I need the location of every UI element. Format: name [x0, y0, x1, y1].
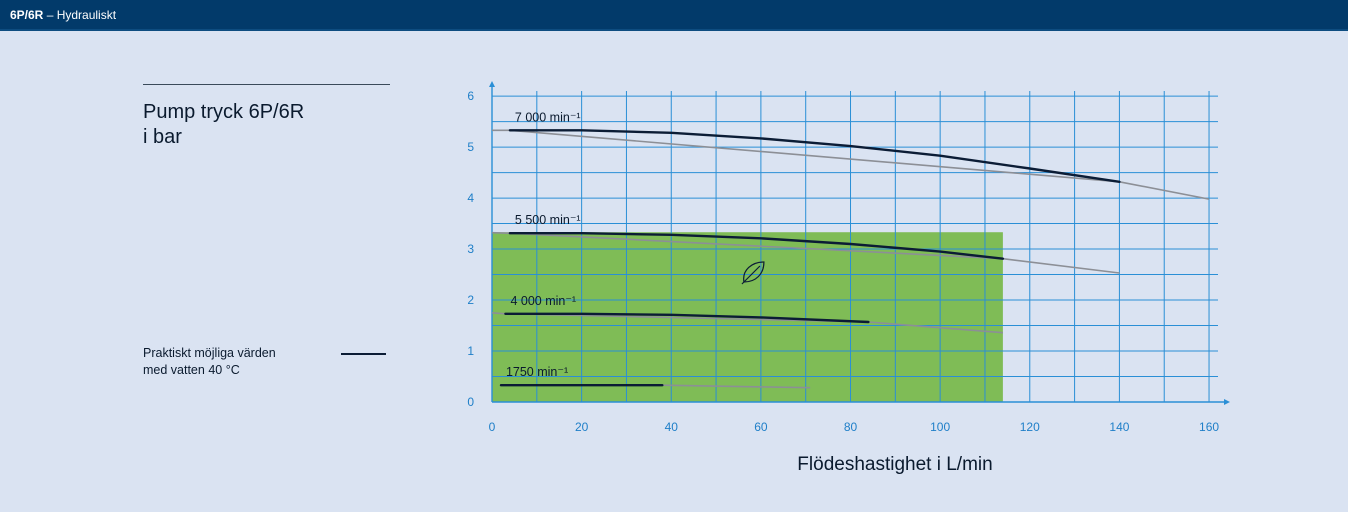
legend: Praktiskt möjliga värden med vatten 40 °…	[143, 345, 393, 379]
x-tick-label: 160	[1199, 420, 1219, 434]
chart-title: Pump tryck 6P/6R i bar	[143, 100, 403, 150]
x-axis-arrow	[1224, 399, 1230, 405]
y-tick-label: 1	[467, 344, 474, 358]
y-tick-label: 4	[467, 191, 474, 205]
x-tick-label: 100	[930, 420, 950, 434]
x-tick-label: 60	[754, 420, 768, 434]
header-model: 6P/6R	[10, 8, 44, 22]
legend-label: Praktiskt möjliga värden med vatten 40 °…	[143, 345, 318, 379]
series-label: 5 500 min⁻¹	[515, 213, 581, 227]
y-tick-label: 6	[467, 89, 474, 103]
x-tick-label: 140	[1109, 420, 1129, 434]
x-tick-label: 80	[844, 420, 858, 434]
series-label: 1750 min⁻¹	[506, 365, 568, 379]
series-label: 7 000 min⁻¹	[515, 110, 581, 124]
chart-title-line1: Pump tryck 6P/6R	[143, 101, 305, 123]
legend-line2: med vatten 40 °C	[143, 363, 240, 377]
header-bar: 6P/6R – Hydrauliskt	[0, 0, 1348, 31]
series-extended-line	[491, 312, 1003, 334]
title-rule	[143, 84, 390, 85]
y-tick-label: 5	[467, 140, 474, 154]
y-axis-arrow	[489, 81, 495, 87]
x-tick-label: 120	[1020, 420, 1040, 434]
series-label: 4 000 min⁻¹	[510, 294, 576, 308]
y-tick-label: 2	[467, 293, 474, 307]
x-tick-label: 0	[489, 420, 496, 434]
series-practical-line	[504, 312, 870, 324]
legend-swatch	[341, 353, 386, 355]
y-tick-label: 0	[467, 395, 474, 409]
series-practical-line	[508, 232, 1005, 260]
series-extended-line	[492, 129, 1210, 200]
series-extended-line	[491, 231, 1120, 274]
x-axis-title: Flödeshastighet i L/min	[797, 454, 993, 475]
header-section: Hydrauliskt	[56, 8, 117, 22]
series-practical-line	[508, 129, 1121, 183]
x-tick-label: 20	[575, 420, 589, 434]
header-separator: –	[43, 8, 57, 22]
x-tick-label: 40	[665, 420, 679, 434]
leaf-icon	[741, 261, 765, 285]
chart-title-line2: i bar	[143, 126, 182, 148]
y-tick-label: 3	[467, 242, 474, 256]
legend-line1: Praktiskt möjliga värden	[143, 346, 276, 360]
